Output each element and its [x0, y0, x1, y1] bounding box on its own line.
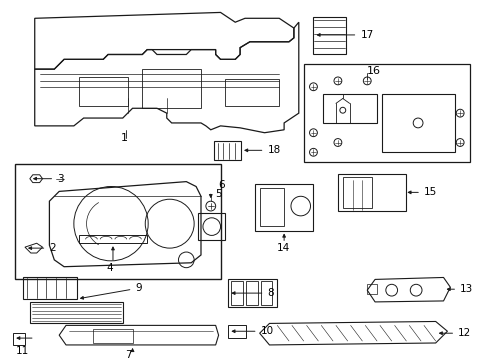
Bar [338, 174, 406, 211]
Bar [198, 213, 225, 240]
Bar [30, 302, 123, 323]
Text: 15: 15 [424, 187, 437, 197]
Bar [382, 94, 455, 152]
Text: 14: 14 [277, 243, 291, 253]
Bar [343, 177, 372, 208]
Bar [214, 140, 241, 160]
Text: 6: 6 [219, 180, 225, 190]
Bar [261, 282, 272, 305]
Text: 5: 5 [216, 189, 222, 199]
Text: 13: 13 [460, 284, 473, 294]
Bar [314, 17, 346, 54]
Bar [246, 282, 258, 305]
Bar [15, 164, 221, 279]
Text: 9: 9 [135, 283, 142, 293]
Text: 12: 12 [458, 328, 471, 338]
Text: 17: 17 [361, 30, 374, 40]
Bar [323, 94, 377, 123]
Text: 2: 2 [49, 243, 56, 253]
Bar [231, 282, 243, 305]
Bar [13, 333, 25, 345]
Text: 4: 4 [106, 263, 113, 273]
Bar [79, 77, 127, 106]
Bar [255, 184, 314, 230]
Bar [367, 284, 377, 294]
Bar [304, 64, 470, 162]
Text: 10: 10 [261, 326, 274, 336]
Bar [228, 325, 246, 338]
Text: 18: 18 [268, 145, 281, 155]
Bar [225, 79, 279, 106]
Text: 1: 1 [121, 132, 128, 143]
Bar [142, 69, 201, 108]
Bar [228, 279, 277, 307]
Text: 16: 16 [367, 66, 381, 76]
Bar [23, 278, 77, 299]
Bar [260, 189, 284, 226]
Text: 3: 3 [57, 174, 64, 184]
Text: 7: 7 [125, 350, 131, 360]
Bar [94, 329, 132, 343]
Text: 8: 8 [268, 288, 274, 298]
Text: 11: 11 [16, 346, 29, 356]
